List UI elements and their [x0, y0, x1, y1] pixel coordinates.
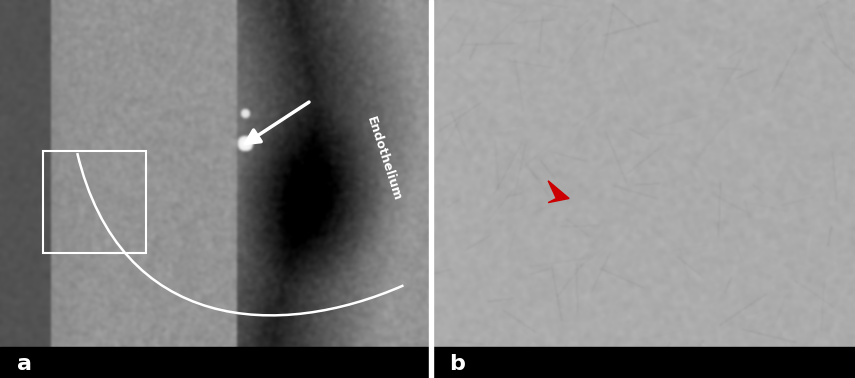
Bar [0, 347, 429, 378]
Bar [43, 151, 146, 253]
Text: a: a [17, 354, 32, 374]
Bar [432, 347, 855, 378]
Polygon shape [548, 181, 569, 203]
Text: Endothelium: Endothelium [364, 115, 404, 203]
Text: b: b [449, 354, 464, 374]
